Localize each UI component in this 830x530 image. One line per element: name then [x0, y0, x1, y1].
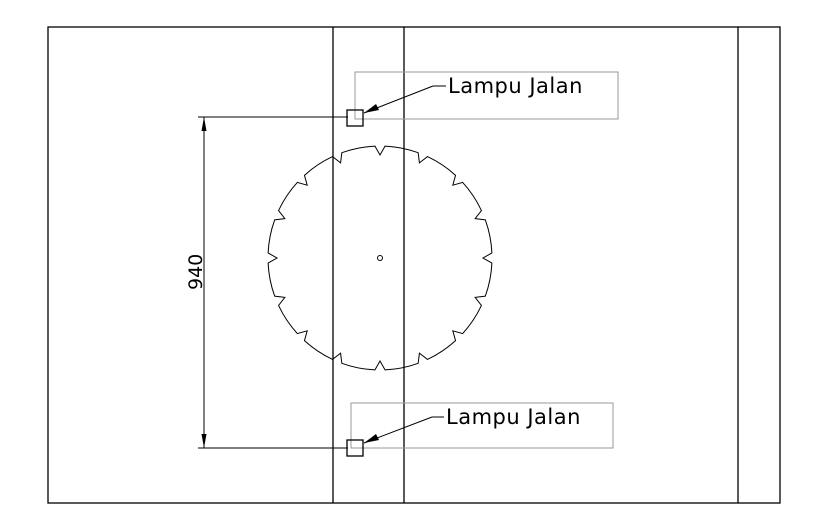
street-lamp-top: Lampu Jalan — [346, 71, 619, 127]
lamp-label-top: Lampu Jalan — [448, 74, 583, 98]
lamp-leader-arrow-bottom — [364, 434, 379, 443]
street-lamp-bottom: Lampu Jalan — [346, 402, 614, 457]
lamp-symbol-top — [346, 109, 364, 127]
roundabout-outline — [267, 145, 493, 371]
lamp-leader-arrow-top — [364, 104, 379, 113]
dimension-arrow-top — [201, 117, 207, 131]
dimension-arrow-bottom — [201, 434, 207, 448]
lamp-label-bottom: Lampu Jalan — [446, 405, 581, 429]
roundabout-center-point — [377, 255, 383, 261]
dimension-value: 940 — [185, 254, 207, 290]
dimension-940: 940 — [185, 116, 348, 449]
lamp-symbol-bottom — [346, 439, 364, 457]
drawing-frame — [47, 26, 781, 504]
lamp-label-box-bottom — [350, 402, 614, 449]
lamp-label-box-top — [354, 71, 619, 120]
